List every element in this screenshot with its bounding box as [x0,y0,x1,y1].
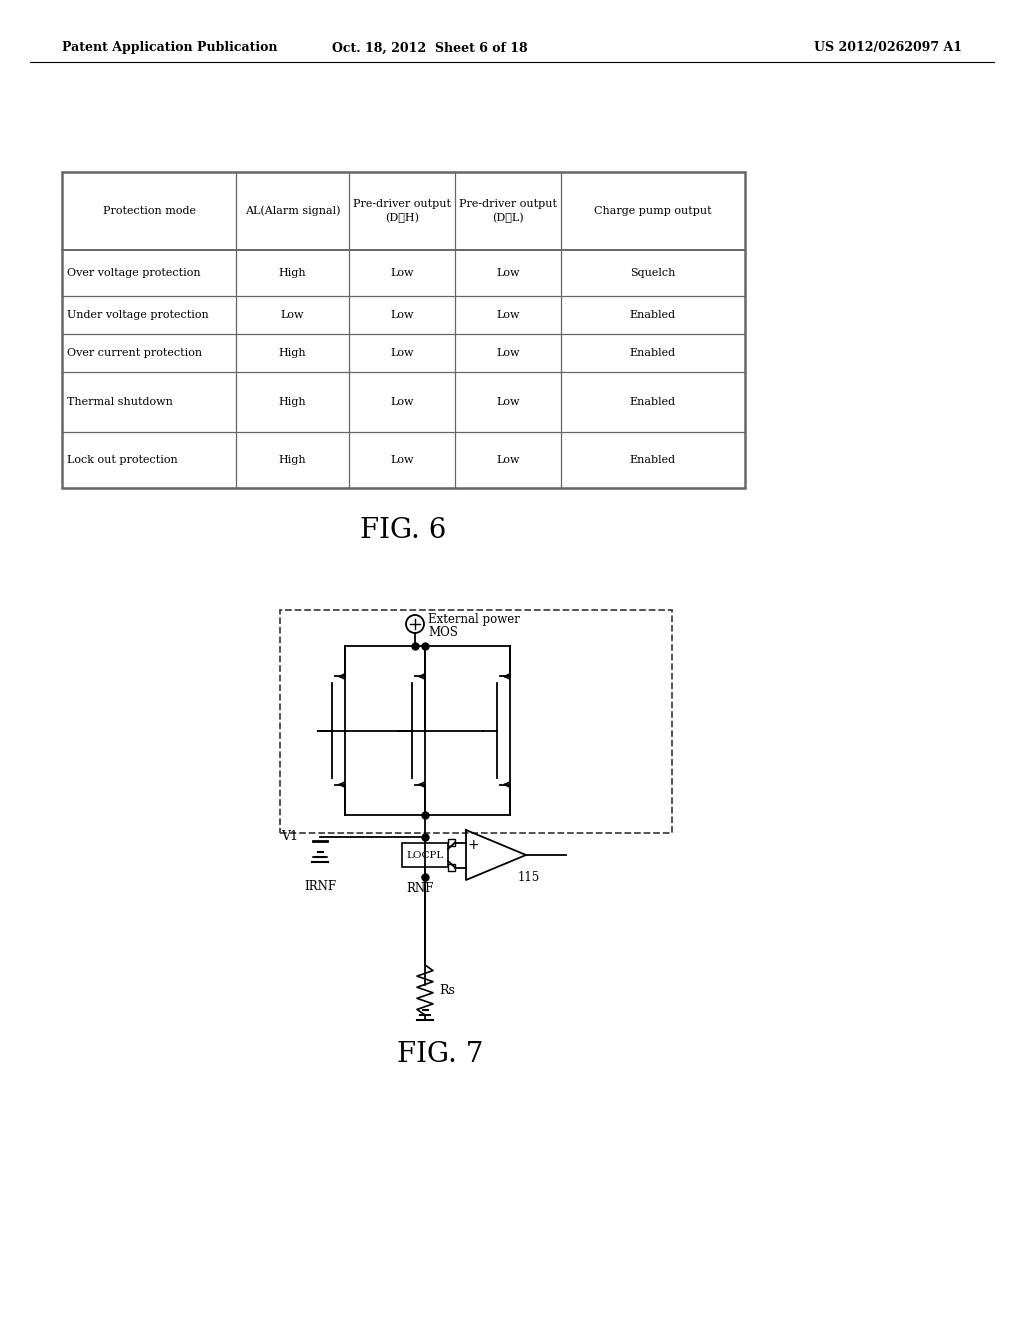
Text: Over voltage protection: Over voltage protection [67,268,201,279]
Text: Charge pump output: Charge pump output [594,206,712,216]
Text: Low: Low [390,348,414,358]
Text: RNF: RNF [407,882,434,895]
Text: Patent Application Publication: Patent Application Publication [62,41,278,54]
Text: +: + [467,838,479,851]
Text: High: High [279,268,306,279]
Text: Protection mode: Protection mode [102,206,196,216]
Text: High: High [279,455,306,465]
Text: Low: Low [496,348,519,358]
Text: Low: Low [390,455,414,465]
Text: MOS: MOS [428,626,458,639]
Text: Low: Low [390,268,414,279]
Text: Enabled: Enabled [630,310,676,319]
Text: Enabled: Enabled [630,348,676,358]
Text: Low: Low [496,310,519,319]
Text: V1: V1 [281,830,298,843]
Text: High: High [279,348,306,358]
Text: Low: Low [496,397,519,407]
Text: Low: Low [281,310,304,319]
Text: Low: Low [496,455,519,465]
Text: External power: External power [428,614,520,627]
Text: Oct. 18, 2012  Sheet 6 of 18: Oct. 18, 2012 Sheet 6 of 18 [332,41,527,54]
Bar [280,610,672,833]
Text: Lock out protection: Lock out protection [67,455,178,465]
Text: 115: 115 [518,871,541,884]
Text: Over current protection: Over current protection [67,348,202,358]
Text: AL(Alarm signal): AL(Alarm signal) [245,206,340,216]
Text: High: High [279,397,306,407]
Text: Rs: Rs [439,983,455,997]
Text: Low: Low [390,397,414,407]
Text: Pre-driver output
(D★H): Pre-driver output (D★H) [353,199,451,223]
Text: Enabled: Enabled [630,455,676,465]
Text: FIG. 6: FIG. 6 [360,516,446,544]
Text: Low: Low [496,268,519,279]
Bar [449,865,455,871]
Text: Under voltage protection: Under voltage protection [67,310,209,319]
Bar [449,840,455,846]
Text: LOCPL: LOCPL [407,850,443,859]
Text: US 2012/0262097 A1: US 2012/0262097 A1 [814,41,962,54]
Text: Low: Low [390,310,414,319]
Text: IRNF: IRNF [304,880,336,894]
Text: Pre-driver output
(D★L): Pre-driver output (D★L) [459,199,557,223]
Text: Squelch: Squelch [630,268,676,279]
Bar [62,172,745,488]
Text: FIG. 7: FIG. 7 [396,1041,483,1068]
Text: Thermal shutdown: Thermal shutdown [67,397,173,407]
Text: Enabled: Enabled [630,397,676,407]
Bar [402,843,449,867]
